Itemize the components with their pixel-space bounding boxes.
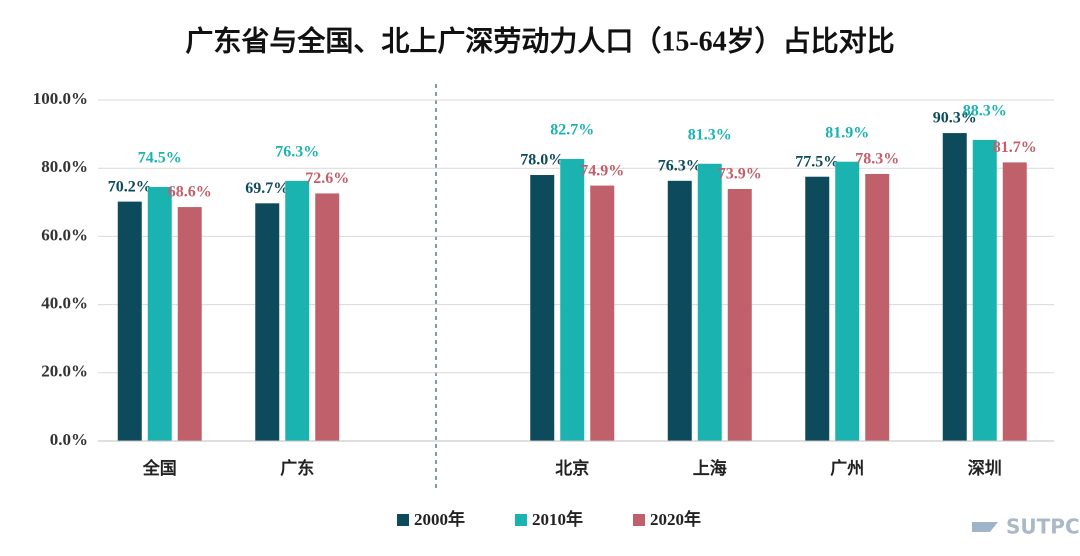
data-label: 77.5%	[795, 153, 839, 170]
data-label: 78.3%	[855, 151, 899, 168]
y-tick-label: 20.0%	[41, 362, 88, 381]
bar	[117, 201, 142, 441]
legend-label: 2000年	[414, 509, 465, 529]
bar	[727, 189, 752, 441]
bar	[530, 175, 555, 441]
data-label: 81.7%	[993, 139, 1037, 156]
data-label: 88.3%	[963, 103, 1007, 120]
y-tick-label: 100.0%	[33, 89, 88, 108]
watermark-logo	[972, 522, 998, 532]
x-tick-label: 深圳	[968, 458, 1002, 478]
bar	[285, 180, 310, 441]
data-label: 81.3%	[688, 126, 732, 143]
watermark: SUTPC	[1006, 515, 1080, 539]
bar	[942, 133, 967, 441]
x-tick-label: 上海	[693, 458, 727, 478]
x-tick-label: 广州	[830, 458, 864, 478]
data-label: 78.0%	[520, 152, 564, 169]
bar	[865, 173, 890, 441]
bar	[805, 176, 830, 441]
y-tick-label: 80.0%	[41, 157, 88, 176]
y-tick-label: 40.0%	[41, 294, 88, 313]
data-label: 76.3%	[658, 157, 702, 174]
bar	[667, 180, 692, 441]
data-label: 73.9%	[718, 166, 762, 183]
bar	[697, 163, 722, 441]
chart-title: 广东省与全国、北上广深劳动力人口（15-64岁）占比对比	[185, 24, 894, 57]
data-label: 72.6%	[305, 170, 349, 187]
bar	[1002, 162, 1027, 441]
bar	[147, 186, 172, 441]
x-tick-label: 广东	[280, 458, 314, 478]
legend-swatch	[397, 514, 409, 526]
data-label: 81.9%	[825, 124, 869, 141]
data-label: 82.7%	[550, 122, 594, 139]
bar	[972, 139, 997, 441]
bar	[255, 203, 280, 441]
data-label: 68.6%	[168, 184, 212, 201]
bar	[835, 161, 860, 441]
data-label: 90.3%	[933, 110, 977, 127]
legend-swatch	[515, 514, 527, 526]
data-label: 74.9%	[580, 162, 624, 179]
bar	[177, 207, 202, 441]
bar	[560, 158, 585, 442]
legend-swatch	[633, 514, 645, 526]
legend-label: 2010年	[532, 509, 583, 529]
bar	[590, 185, 615, 441]
x-tick-label: 北京	[555, 458, 589, 478]
data-label: 76.3%	[275, 143, 319, 160]
x-tick-label: 全国	[142, 458, 177, 478]
data-label: 69.7%	[245, 180, 289, 197]
y-tick-label: 60.0%	[41, 225, 88, 244]
y-tick-label: 0.0%	[50, 430, 88, 449]
data-label: 74.5%	[138, 150, 182, 167]
data-label: 70.2%	[108, 178, 152, 195]
bar	[315, 193, 340, 441]
legend-label: 2020年	[650, 509, 701, 529]
